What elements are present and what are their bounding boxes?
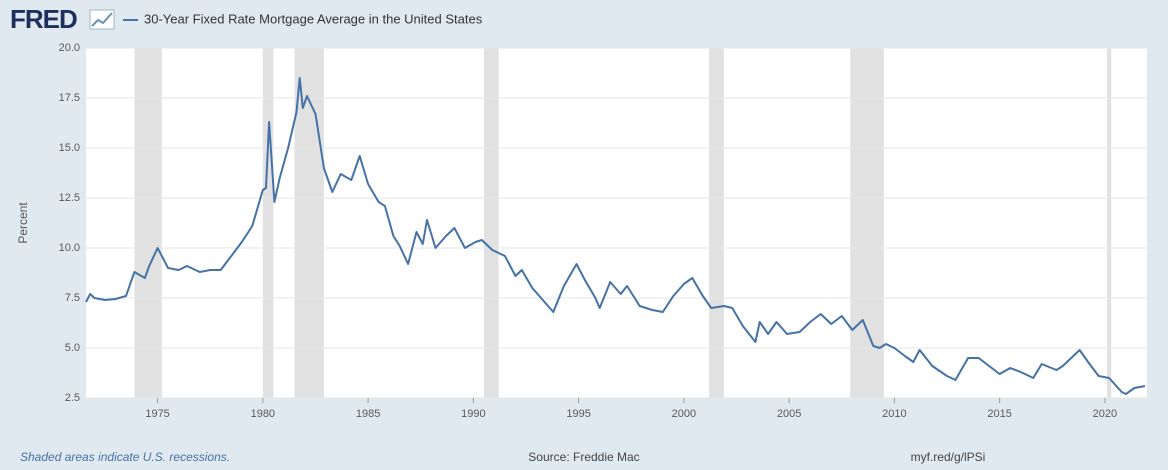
x-tick-label: 2015 xyxy=(987,408,1011,420)
recession-band xyxy=(850,48,884,398)
y-tick-label: 15.0 xyxy=(59,142,80,154)
y-axis-label: Percent xyxy=(16,202,30,244)
x-tick-label: 1990 xyxy=(461,408,485,420)
recession-band xyxy=(709,48,724,398)
x-tick-label: 2005 xyxy=(777,408,801,420)
url[interactable]: myf.red/g/lPSi xyxy=(911,450,986,464)
y-tick-label: 20.0 xyxy=(59,42,80,54)
x-tick-label: 1975 xyxy=(145,408,169,420)
legend-label[interactable]: 30-Year Fixed Rate Mortgage Average in t… xyxy=(144,11,483,26)
x-tick-label: 2020 xyxy=(1093,408,1117,420)
recession-band xyxy=(294,48,324,398)
y-tick-label: 10.0 xyxy=(59,242,80,254)
footnote[interactable]: Shaded areas indicate U.S. recessions. xyxy=(20,450,230,464)
recession-band xyxy=(1107,48,1112,398)
recession-band xyxy=(262,48,274,398)
source: Source: Freddie Mac xyxy=(528,450,639,464)
recession-band xyxy=(134,48,162,398)
x-tick-label: 1980 xyxy=(251,408,275,420)
plot-area xyxy=(86,48,1147,398)
recession-band xyxy=(483,48,499,398)
y-tick-label: 2.5 xyxy=(65,392,80,404)
logo[interactable]: FRED xyxy=(10,4,78,34)
y-tick-label: 12.5 xyxy=(59,192,80,204)
y-tick-label: 5.0 xyxy=(65,342,80,354)
x-tick-label: 2000 xyxy=(672,408,696,420)
x-tick-label: 1985 xyxy=(356,408,380,420)
logo-icon xyxy=(89,9,115,30)
y-tick-label: 17.5 xyxy=(59,92,80,104)
y-tick-label: 7.5 xyxy=(65,292,80,304)
series-line xyxy=(85,77,1146,395)
x-tick-label: 1995 xyxy=(566,408,590,420)
x-tick-label: 2010 xyxy=(882,408,906,420)
